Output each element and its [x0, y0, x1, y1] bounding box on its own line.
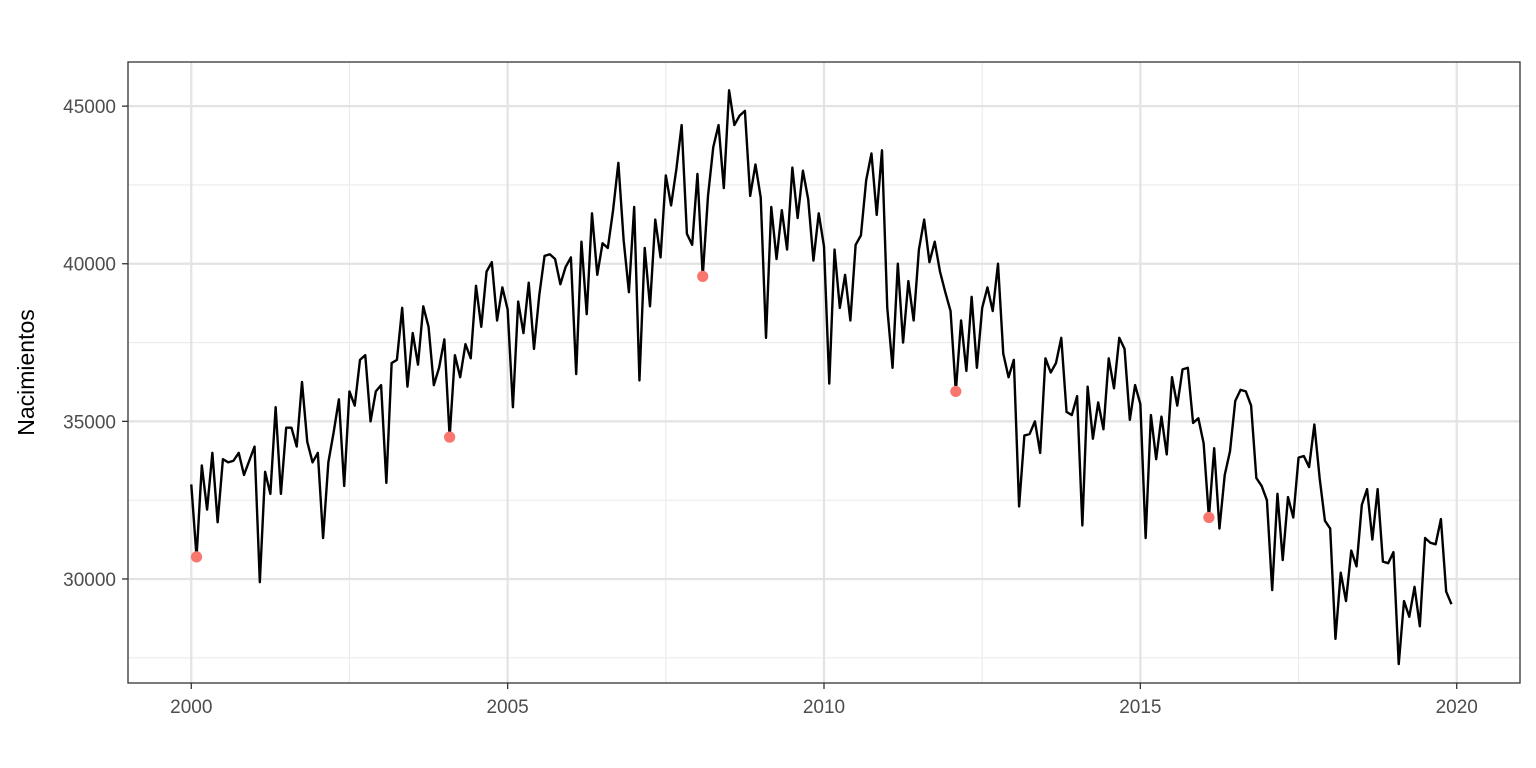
x-tick-label: 2020	[1436, 697, 1478, 718]
x-tick-label: 2000	[170, 697, 212, 718]
highlighted-point	[697, 270, 709, 282]
births-series-line	[190, 89, 1453, 666]
y-tick-label: 35000	[63, 412, 116, 433]
y-axis-title: Nacimientos	[13, 309, 39, 436]
x-tick-label: 2010	[803, 697, 845, 718]
y-tick-label: 45000	[63, 97, 116, 118]
highlighted-point	[444, 431, 456, 443]
highlighted-point	[950, 385, 962, 398]
highlighted-points	[190, 270, 1215, 563]
y-tick-label: 30000	[63, 570, 116, 591]
x-axis-tick-labels: 2000 2005 2010 2015 2020	[170, 697, 1478, 718]
x-tick-label: 2005	[486, 697, 528, 718]
highlighted-point	[190, 551, 203, 563]
x-tick-label: 2015	[1119, 697, 1161, 718]
y-tick-label: 40000	[63, 255, 116, 276]
major-gridlines	[128, 62, 1520, 683]
y-axis-tick-labels: 30000 35000 40000 45000	[63, 97, 116, 591]
highlighted-point	[1203, 511, 1215, 524]
axis-ticks	[122, 105, 1458, 689]
